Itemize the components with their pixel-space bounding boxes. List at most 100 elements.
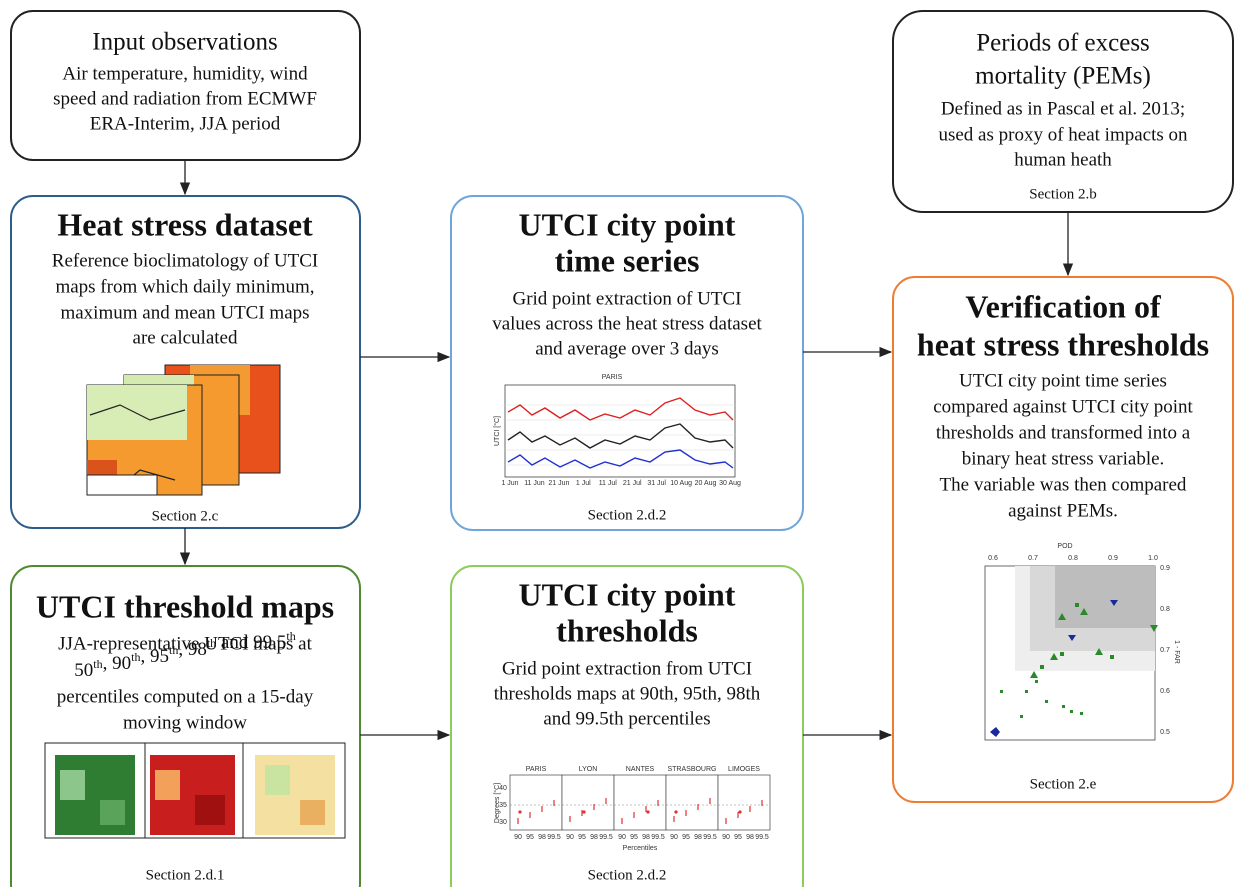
body: JJA-representative UTCI maps at <box>58 633 313 654</box>
figure-x-tick: 95 <box>734 834 742 841</box>
figure-x-tick: 99.5 <box>651 834 665 841</box>
figure-marker <box>674 810 678 814</box>
figure-marker <box>582 810 586 814</box>
figure-y-tick: 0.5 <box>1160 729 1170 736</box>
title: heat stress thresholds <box>917 326 1209 362</box>
figure-panel <box>717 774 771 831</box>
section: Section 2.d.2 <box>588 507 667 523</box>
figure-ylabel: Degrees [°C] <box>493 783 501 823</box>
figure-x-tick: 31 Jul <box>647 480 666 487</box>
figure-x-tick: 98 <box>538 834 546 841</box>
title: Heat stress dataset <box>57 206 313 242</box>
figure-x-tick: 0.7 <box>1028 555 1038 562</box>
figure-panel <box>561 774 615 831</box>
figure-panel-title: PARIS <box>526 766 547 773</box>
figure-x-tick: 90 <box>722 834 730 841</box>
time-series-image <box>504 384 736 478</box>
title: Input observations <box>92 29 277 56</box>
body: used as proxy of heat impacts on <box>938 124 1188 145</box>
figure-x-tick: 99.5 <box>755 834 769 841</box>
figure-x-tick: 11 Jul <box>599 480 618 487</box>
body: 50th, 90th, 95th, 98th and 99.5th <box>74 629 295 682</box>
body: compared against UTCI city point <box>933 396 1193 417</box>
figure-panel-title: LYON <box>579 766 598 773</box>
superscript: th <box>286 629 295 643</box>
figure-x-tick: 98 <box>746 834 754 841</box>
figure-y-tick: 30 <box>499 819 507 826</box>
figure-x-tick: 90 <box>670 834 678 841</box>
title: time series <box>555 242 700 278</box>
section: Section 2.b <box>1029 186 1097 202</box>
body: binary heat stress variable. <box>962 448 1165 469</box>
body: values across the heat stress dataset <box>492 313 762 334</box>
figure-x-tick: 98 <box>642 834 650 841</box>
figure-panel-title: NANTES <box>626 766 655 773</box>
figure-x-tick: 21 Jun <box>548 480 569 487</box>
body-part: , 98 <box>178 639 207 660</box>
figure-y-tick: 0.8 <box>1160 606 1170 613</box>
figure-title: PARIS <box>602 374 623 381</box>
body: human heath <box>1014 149 1112 170</box>
figure-x-tick: 21 Jul <box>623 480 642 487</box>
figure-x-tick: 30 Aug <box>719 480 741 487</box>
body: Grid point extraction of UTCI <box>512 288 741 309</box>
scatter-image <box>984 565 1158 741</box>
figure-x-tick: 1.0 <box>1148 555 1158 562</box>
figure-y-tick: 40 <box>499 785 507 792</box>
figure-x-tick: 10 Aug <box>670 480 692 487</box>
body: Air temperature, humidity, wind <box>62 63 308 84</box>
figure-ylabel: UTCI [°C] <box>493 416 501 446</box>
figure-x-tick: 90 <box>514 834 522 841</box>
figure-marker <box>518 810 522 814</box>
superscript: th <box>169 643 178 657</box>
figure-x-tick: 90 <box>566 834 574 841</box>
map-stack <box>86 364 281 496</box>
title: UTCI threshold maps <box>36 588 334 624</box>
section: Section 2.d.2 <box>588 867 667 883</box>
figure-x-tick: 98 <box>694 834 702 841</box>
title: mortality (PEMs) <box>975 63 1151 90</box>
figure-x-tick: 1 Jul <box>576 480 591 487</box>
body-part: and 99.5 <box>216 632 286 653</box>
figure-marker <box>738 810 742 814</box>
body: Reference bioclimatology of UTCI <box>52 250 318 271</box>
body: maximum and mean UTCI maps <box>60 302 309 323</box>
figure-xlabel: Percentiles <box>623 845 658 852</box>
figure-panel-title: LIMOGES <box>728 766 760 773</box>
body: and 99.5th percentiles <box>543 708 710 729</box>
body-part: 50 <box>74 660 93 681</box>
figure-x-tick: 0.9 <box>1108 555 1118 562</box>
figure-x-tick: 95 <box>526 834 534 841</box>
title: Verification of <box>965 288 1161 324</box>
figure-panel-title: STRASBOURG <box>667 766 716 773</box>
figure-x-tick: 95 <box>630 834 638 841</box>
title: thresholds <box>556 612 698 648</box>
figure-y-tick: 0.7 <box>1160 647 1170 654</box>
body: ERA-Interim, JJA period <box>90 113 281 134</box>
body: moving window <box>123 712 247 733</box>
threshold-maps-image <box>44 742 346 839</box>
figure-panel <box>509 774 563 831</box>
figure-x-tick: 0.8 <box>1068 555 1078 562</box>
figure-x-tick: 95 <box>682 834 690 841</box>
title: Periods of excess <box>976 30 1150 57</box>
figure-panel <box>665 774 719 831</box>
figure-x-tick: 90 <box>618 834 626 841</box>
body: percentiles computed on a 15-day <box>57 686 314 707</box>
section: Section 2.e <box>1030 776 1097 792</box>
body: Defined as in Pascal et al. 2013; <box>941 98 1185 119</box>
body: against PEMs. <box>1008 500 1118 521</box>
body: The variable was then compared <box>940 474 1187 495</box>
figure-y-tick: 0.9 <box>1160 565 1170 572</box>
body: are calculated <box>133 327 238 348</box>
figure-x-tick: 0.6 <box>988 555 998 562</box>
body: speed and radiation from ECMWF <box>53 88 317 109</box>
body-part: , 95 <box>140 646 169 667</box>
figure-xlabel: POD <box>1057 543 1072 550</box>
figure-x-tick: 95 <box>578 834 586 841</box>
body: thresholds and transformed into a <box>936 422 1191 443</box>
title: UTCI city point <box>519 576 736 612</box>
figure-x-tick: 98 <box>590 834 598 841</box>
body: and average over 3 days <box>535 338 719 359</box>
